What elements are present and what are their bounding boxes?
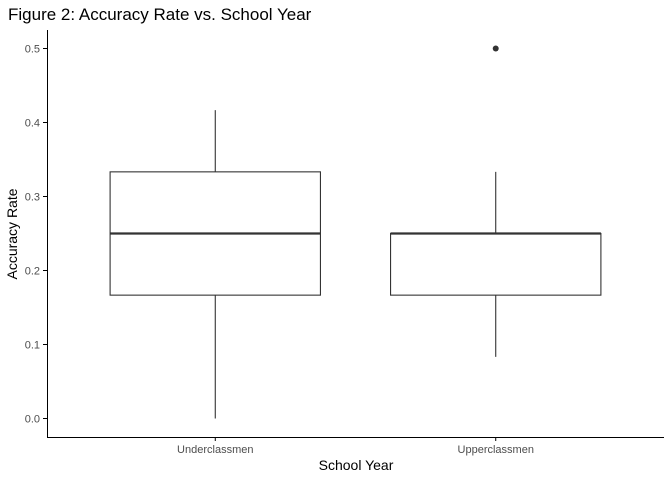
y-axis-ticks: 0.0 0.1 0.2 0.3 0.4 0.5 bbox=[25, 44, 47, 426]
x-tick-label: Upperclassmen bbox=[458, 444, 534, 456]
boxplot-upperclassmen bbox=[390, 45, 602, 357]
boxplot-underclassmen bbox=[109, 110, 321, 419]
x-tick-label: Underclassmen bbox=[177, 444, 253, 456]
y-tick-label: 0.4 bbox=[25, 118, 40, 130]
y-tick-label: 0.0 bbox=[25, 414, 40, 426]
plot-area bbox=[109, 45, 602, 419]
x-axis-title: School Year bbox=[319, 457, 394, 473]
y-tick-label: 0.3 bbox=[25, 192, 40, 204]
x-axis-ticks: Underclassmen Upperclassmen bbox=[177, 437, 534, 456]
box bbox=[390, 232, 602, 296]
y-tick-label: 0.5 bbox=[25, 44, 40, 56]
y-tick-label: 0.2 bbox=[25, 266, 40, 278]
outlier-point bbox=[492, 45, 499, 52]
chart-title: Figure 2: Accuracy Rate vs. School Year bbox=[8, 5, 312, 24]
y-tick-label: 0.1 bbox=[25, 340, 40, 352]
y-axis-title: Accuracy Rate bbox=[4, 188, 20, 279]
